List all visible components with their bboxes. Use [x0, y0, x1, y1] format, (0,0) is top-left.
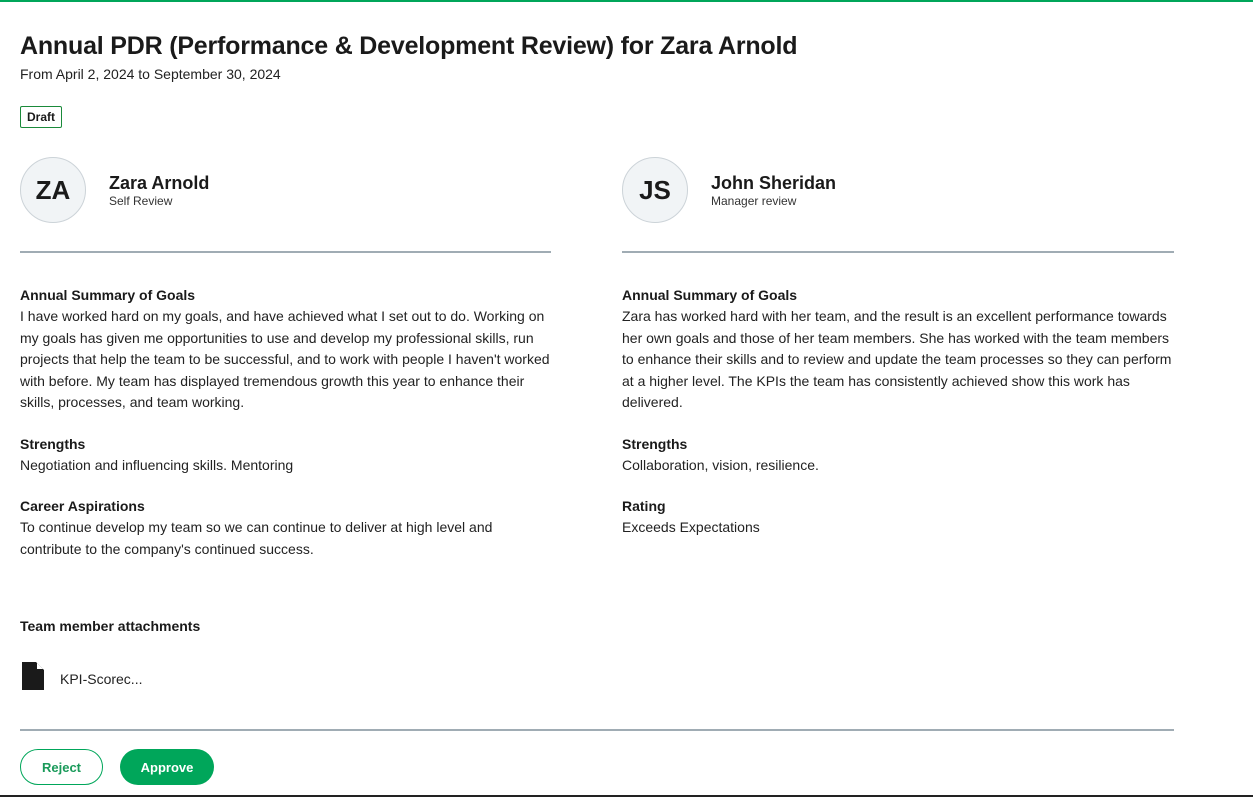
section-title: Strengths [20, 435, 86, 452]
reviewer-role: Self Review [109, 194, 173, 208]
bottom-border [0, 795, 1253, 797]
divider [20, 729, 1174, 731]
file-name: KPI-Scorec... [60, 670, 143, 687]
section-text: Collaboration, vision, resilience. [622, 456, 819, 473]
status-badge: Draft [20, 106, 63, 128]
reviewer-name: John Sheridan [711, 173, 837, 193]
reject-button[interactable]: Reject [20, 749, 103, 785]
section-text: Exceeds Expectations [622, 519, 760, 535]
section-title: Annual Summary of Goals [622, 287, 798, 303]
section-title: Annual Summary of Goals [20, 287, 196, 303]
section-title: Strengths [622, 435, 688, 452]
section-text: Negotiation and influencing skills. Ment… [20, 456, 294, 473]
avatar: JS [622, 157, 688, 223]
section-text: Zara has worked hard with her team, and … [622, 308, 1172, 410]
divider [20, 251, 551, 253]
page-title: Annual PDR (Performance & Development Re… [20, 32, 798, 60]
section-title: Rating [622, 498, 666, 514]
approve-button[interactable]: Approve [120, 749, 214, 785]
self-review-column: ZA Zara Arnold Self Review Annual Summar… [20, 157, 551, 560]
attachment-file[interactable]: KPI-Scorec... [22, 662, 142, 695]
reviewer-name: Zara Arnold [109, 173, 210, 193]
section-title: Career Aspirations [20, 498, 145, 514]
avatar: ZA [20, 157, 86, 223]
date-range: From April 2, 2024 to September 30, 2024 [20, 66, 281, 82]
file-icon [22, 662, 44, 695]
divider [622, 251, 1174, 253]
attachments-title: Team member attachments [20, 618, 201, 634]
section-text: To continue develop my team so we can co… [20, 519, 493, 557]
section-text: I have worked hard on my goals, and have… [20, 308, 550, 410]
manager-review-column: JS John Sheridan Manager review Annual S… [622, 157, 1174, 539]
reviewer-role: Manager review [711, 194, 797, 208]
